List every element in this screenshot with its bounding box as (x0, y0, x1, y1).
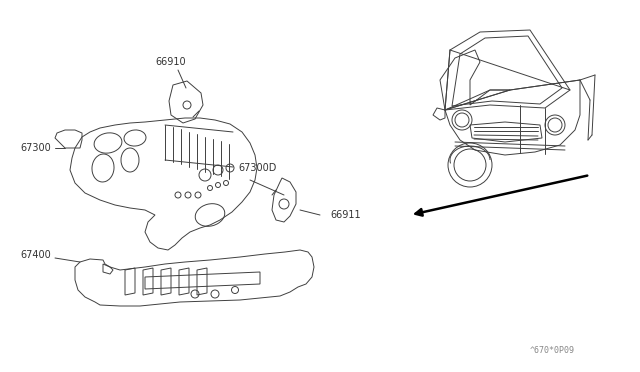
Text: 67300: 67300 (20, 143, 51, 153)
Text: 67300D: 67300D (238, 163, 276, 173)
Text: 66910: 66910 (155, 57, 186, 67)
Text: 66911: 66911 (330, 210, 360, 220)
Text: ^670*0P09: ^670*0P09 (530, 346, 575, 355)
Text: 67400: 67400 (20, 250, 51, 260)
